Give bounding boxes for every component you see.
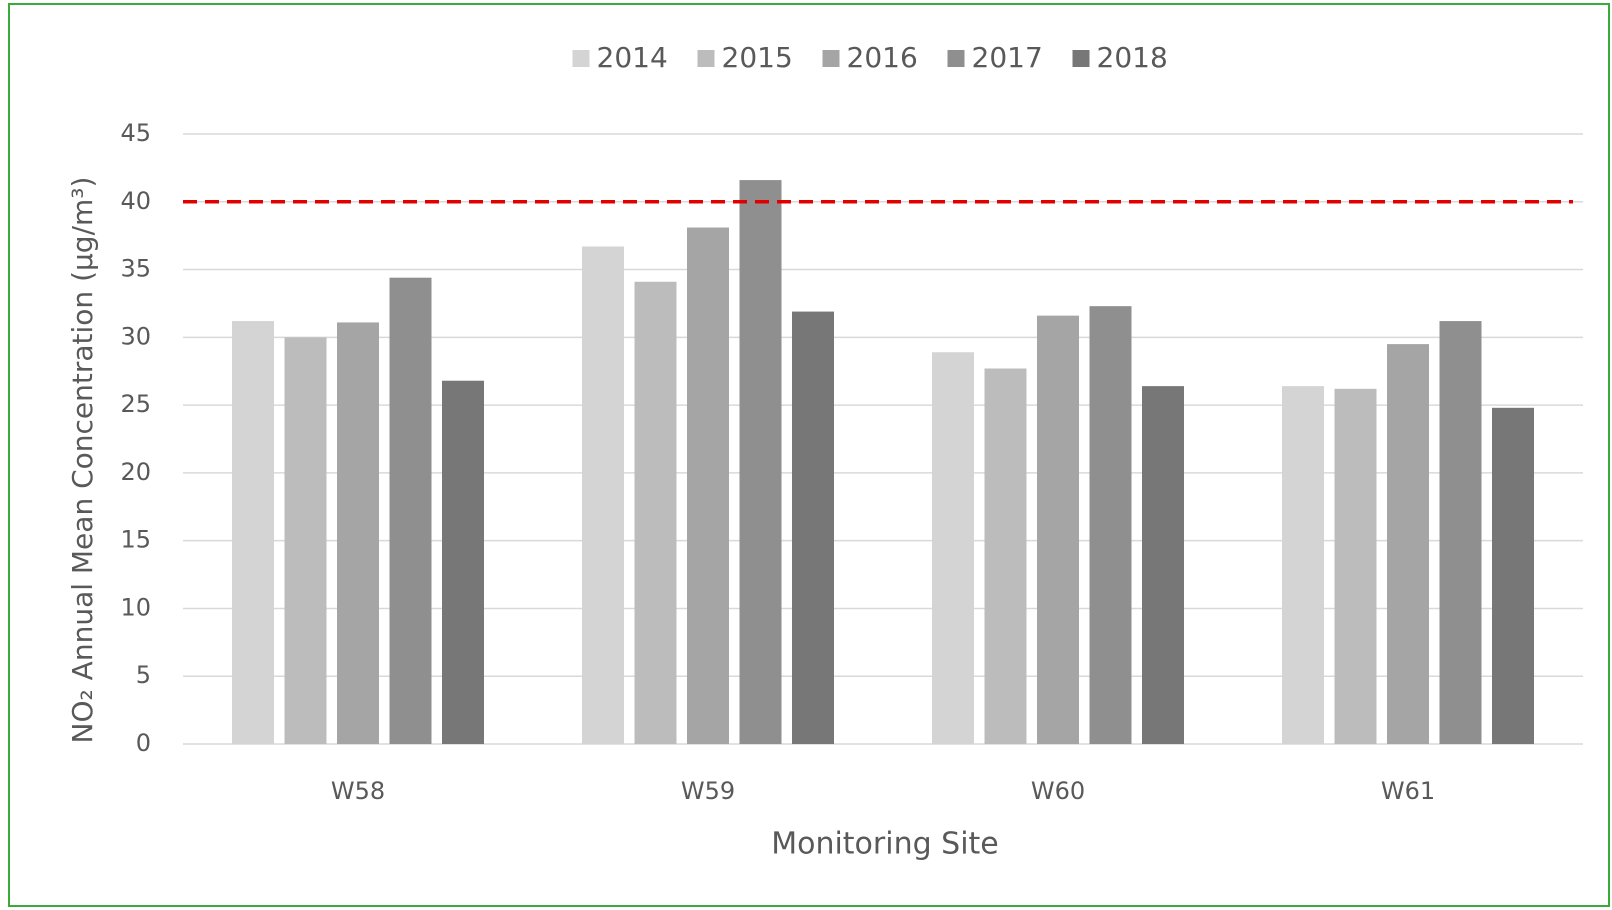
legend-swatch: [572, 50, 590, 67]
legend-swatch: [697, 50, 715, 67]
legend-label: 2017: [972, 41, 1043, 74]
bar: [389, 277, 432, 744]
bar: [739, 180, 782, 745]
y-tick-label: 0: [136, 729, 151, 757]
x-tick-label: W58: [331, 777, 385, 805]
legend-label: 2014: [597, 41, 668, 74]
bar: [1439, 321, 1482, 744]
bar: [792, 311, 834, 744]
y-tick-label: 40: [120, 187, 151, 215]
bar: [442, 380, 484, 744]
bar: [984, 368, 1027, 744]
x-tick-label: W60: [1031, 777, 1085, 805]
bar: [634, 281, 677, 744]
y-tick-label: 45: [120, 119, 151, 147]
y-tick-label: 35: [120, 255, 151, 283]
bar: [687, 227, 729, 745]
y-tick-label: 20: [120, 458, 151, 486]
bar: [582, 246, 624, 744]
legend-swatch: [1072, 50, 1090, 67]
legend-label: 2015: [722, 41, 793, 74]
bar: [1142, 386, 1184, 744]
bar: [284, 337, 327, 744]
y-tick-label: 5: [136, 661, 151, 689]
y-tick-label: 15: [120, 526, 151, 554]
y-tick-label: 25: [120, 390, 151, 418]
x-tick-label: W59: [681, 777, 735, 805]
bar: [232, 321, 274, 744]
bar: [932, 352, 974, 744]
bar: [1282, 386, 1324, 744]
x-axis-label: Monitoring Site: [771, 827, 999, 862]
bar: [337, 322, 379, 744]
y-tick-label: 10: [120, 593, 151, 621]
y-tick-label: 30: [120, 322, 151, 350]
y-axis-label: NO₂ Annual Mean Concentration (µg/m³): [66, 177, 99, 744]
legend-swatch: [947, 50, 965, 67]
bar: [1334, 388, 1377, 744]
bar: [1037, 315, 1079, 744]
legend-label: 2016: [847, 41, 918, 74]
x-tick-label: W61: [1381, 777, 1435, 805]
legend-label: 2018: [1097, 41, 1168, 74]
bar: [1492, 407, 1534, 744]
bar: [1089, 306, 1132, 744]
bar: [1387, 344, 1429, 744]
legend-swatch: [822, 50, 840, 67]
